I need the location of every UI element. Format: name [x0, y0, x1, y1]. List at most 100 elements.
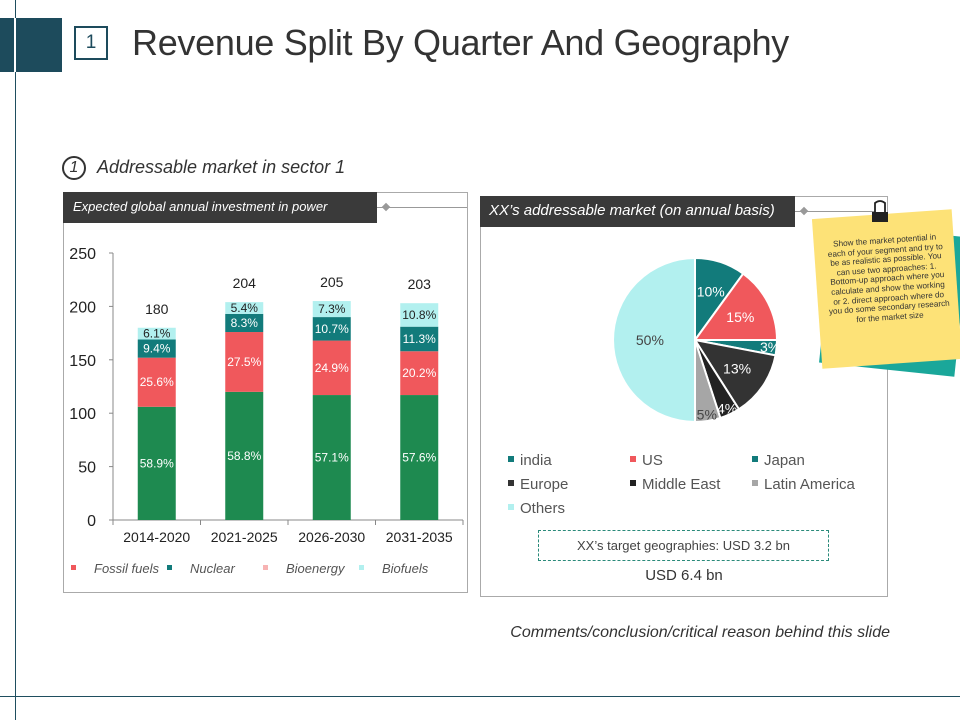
pie-legend-marker — [630, 456, 636, 463]
bar-data-label: 6.1% — [143, 327, 171, 341]
pie-slice — [692, 338, 777, 411]
sticky-note: Show the market potential in each of you… — [811, 209, 960, 369]
section-label: Addressable market in sector 1 — [97, 157, 346, 177]
pie-data-label: 4% — [717, 400, 737, 416]
bar-data-label: 7.3% — [318, 302, 346, 316]
pie-legend-marker — [508, 456, 514, 463]
x-tick-label: 2021-2025 — [211, 529, 278, 545]
legend-label: Bioenergy — [286, 561, 346, 576]
bar-segment — [225, 313, 264, 333]
slide-number-badge: 1 — [74, 26, 108, 60]
pie-legend-label: Others — [520, 500, 566, 517]
bar-total-label: 180 — [145, 301, 169, 317]
binder-clip-icon — [872, 200, 888, 222]
legend-label: Fossil fuels — [94, 561, 160, 576]
pie-legend-label: Europe — [520, 476, 569, 493]
bar-segment — [400, 395, 439, 520]
pie-legend-item: Japan — [752, 452, 805, 469]
bar-data-label: 20.2% — [402, 366, 436, 380]
bar-segment — [312, 340, 351, 396]
pie-legend-item: Latin America — [752, 476, 855, 493]
bar-data-label: 57.1% — [315, 451, 349, 465]
y-tick-label: 200 — [69, 299, 96, 316]
addressable-market-header: XX’s addressable market (on annual basis… — [480, 196, 795, 227]
pie-legend-label: US — [642, 452, 663, 469]
legend-marker — [263, 565, 268, 570]
pie-data-label: 10% — [697, 284, 725, 300]
pie-slice — [693, 272, 779, 341]
bar-segment — [225, 332, 264, 392]
bottom-horizontal-rule — [0, 696, 960, 697]
target-geographies-box: XX’s target geographies: USD 3.2 bn — [538, 530, 829, 561]
pie-legend-item: Others — [508, 500, 565, 517]
y-tick-label: 100 — [69, 406, 96, 423]
bar-data-label: 58.8% — [227, 449, 261, 463]
pie-slice — [612, 256, 696, 424]
pie-legend-label: india — [520, 452, 552, 469]
bar-segment — [312, 317, 351, 341]
pie-data-label: 15% — [726, 309, 754, 325]
pie-legend-marker — [630, 480, 636, 487]
bar-segment — [225, 302, 264, 314]
bar-data-label: 58.9% — [140, 456, 174, 470]
section-number-circle: 1 — [62, 156, 86, 180]
y-tick-label: 0 — [87, 513, 96, 530]
pie-legend-marker — [752, 456, 758, 463]
bar-segment — [137, 327, 176, 340]
bar-segment — [137, 357, 176, 407]
bar-data-label: 27.5% — [227, 355, 261, 369]
pie-data-label: 3% — [760, 339, 780, 355]
pie-data-label: 13% — [723, 361, 751, 377]
corner-accent-bar — [0, 18, 62, 72]
pie-legend-marker — [752, 480, 758, 487]
y-tick-label: 250 — [69, 246, 96, 263]
bar-data-label: 10.7% — [315, 322, 349, 336]
bar-segment — [225, 391, 264, 520]
pie-legend-marker — [508, 504, 514, 511]
market-total: USD 6.4 bn — [645, 567, 723, 584]
bar-segment — [137, 406, 176, 520]
bar-total-label: 204 — [233, 275, 257, 291]
comments-text: Comments/conclusion/critical reason behi… — [510, 624, 890, 641]
legend-marker — [71, 565, 76, 570]
x-tick-label: 2014-2020 — [123, 529, 190, 545]
bar-data-label: 25.6% — [140, 375, 174, 389]
bar-segment — [312, 301, 351, 318]
bar-data-label: 11.3% — [403, 332, 436, 346]
right-header-connector — [795, 211, 875, 212]
bar-data-label: 24.9% — [315, 361, 349, 375]
legend-label: Biofuels — [382, 561, 429, 576]
legend-marker — [359, 565, 364, 570]
bar-data-label: 9.4% — [143, 342, 171, 356]
bar-data-label: 8.3% — [231, 316, 259, 330]
pie-data-label: 5% — [697, 407, 717, 423]
legend-marker — [167, 565, 172, 570]
pie-data-label: 50% — [636, 332, 664, 348]
pie-legend-label: Japan — [764, 452, 805, 469]
page-title: Revenue Split By Quarter And Geography — [132, 22, 789, 63]
bar-segment — [312, 395, 351, 520]
y-tick-label: 50 — [78, 460, 96, 477]
bar-segment — [400, 326, 439, 352]
bar-data-label: 10.8% — [402, 308, 436, 322]
bar-total-label: 205 — [320, 274, 344, 290]
pie-legend-item: india — [508, 452, 552, 469]
geography-pie-chart: 10%15% 3% 13% 4%5% 50% — [612, 256, 780, 424]
pie-legend-item: Europe — [508, 476, 568, 493]
bar-segment — [400, 351, 439, 396]
left-vertical-rule — [15, 0, 16, 720]
y-tick-label: 150 — [69, 353, 96, 370]
pie-legend-item: US — [630, 452, 663, 469]
pie-legend-item: Middle East — [630, 476, 720, 493]
sticky-note-text: Show the market potential in each of you… — [827, 232, 950, 324]
x-tick-label: 2026-2030 — [298, 529, 365, 545]
bar-data-label: 5.4% — [231, 301, 259, 315]
bar-segment — [137, 339, 176, 358]
bar-total-label: 203 — [408, 276, 432, 292]
pie-legend-marker — [508, 480, 514, 487]
bar-segment — [400, 303, 439, 327]
investment-panel-header: Expected global annual investment in pow… — [63, 192, 377, 223]
investment-stacked-bar-chart: 0 50 100 150 200 250 58.9% 25.6% 9.4%6.1% 180 2014… — [69, 246, 464, 576]
pie-legend-label: Latin America — [764, 476, 855, 493]
legend-label: Nuclear — [190, 561, 235, 576]
